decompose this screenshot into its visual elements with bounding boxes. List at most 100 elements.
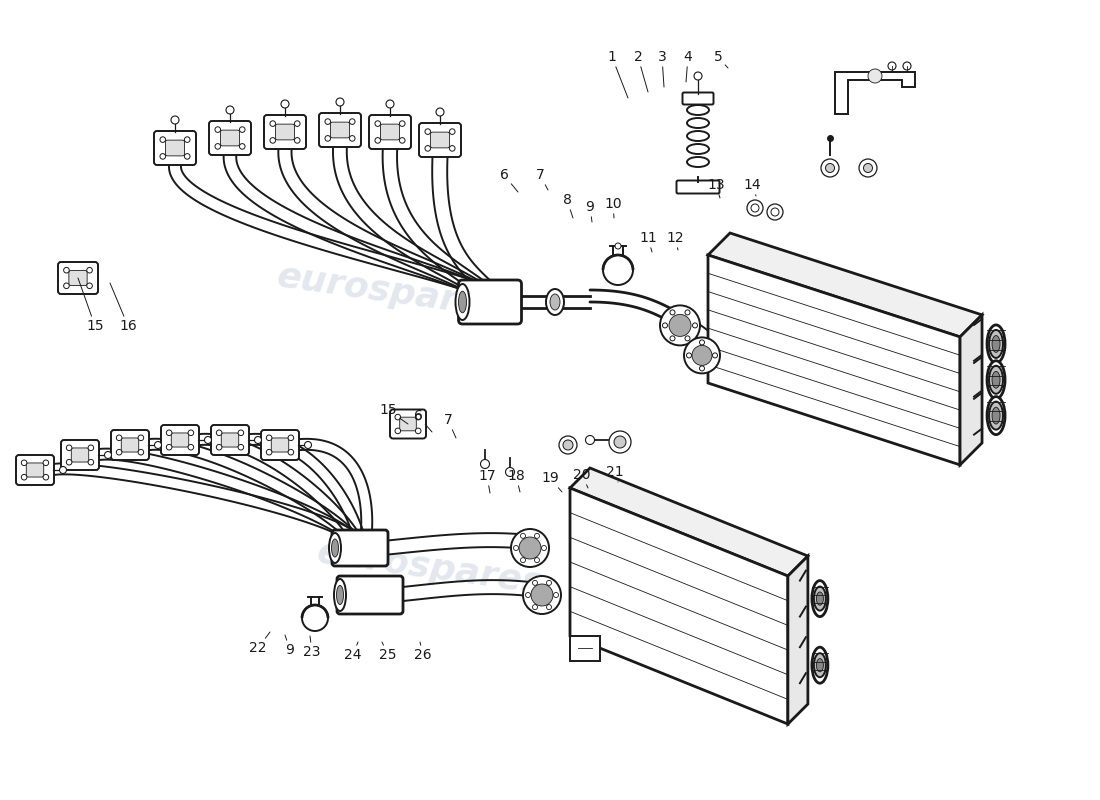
Circle shape	[205, 437, 211, 443]
Circle shape	[670, 336, 675, 341]
Text: 14: 14	[744, 178, 761, 196]
Circle shape	[747, 200, 763, 216]
FancyBboxPatch shape	[165, 140, 185, 156]
Circle shape	[59, 466, 66, 474]
Circle shape	[188, 444, 194, 450]
Polygon shape	[960, 315, 982, 465]
Circle shape	[399, 121, 405, 126]
Text: 11: 11	[639, 231, 657, 252]
Ellipse shape	[992, 407, 1000, 424]
Circle shape	[117, 450, 122, 455]
Circle shape	[450, 129, 455, 134]
Polygon shape	[708, 255, 960, 465]
Circle shape	[692, 346, 712, 366]
Ellipse shape	[992, 335, 1000, 352]
Circle shape	[547, 580, 551, 586]
FancyBboxPatch shape	[220, 130, 240, 146]
Circle shape	[217, 444, 222, 450]
Circle shape	[324, 135, 331, 141]
Ellipse shape	[455, 284, 470, 320]
Text: 9: 9	[285, 635, 295, 657]
Circle shape	[288, 450, 294, 455]
FancyBboxPatch shape	[676, 181, 719, 194]
Text: 26: 26	[415, 642, 432, 662]
Circle shape	[662, 323, 668, 328]
Circle shape	[214, 127, 221, 132]
Circle shape	[859, 159, 877, 177]
Text: 15: 15	[78, 278, 103, 333]
FancyBboxPatch shape	[264, 115, 306, 149]
FancyBboxPatch shape	[69, 270, 87, 286]
Ellipse shape	[331, 539, 339, 557]
Circle shape	[64, 283, 69, 289]
Circle shape	[238, 444, 244, 450]
FancyBboxPatch shape	[332, 530, 388, 566]
Circle shape	[506, 467, 515, 477]
Circle shape	[685, 336, 690, 341]
Circle shape	[686, 353, 692, 358]
Circle shape	[266, 435, 272, 441]
Circle shape	[160, 154, 166, 159]
Circle shape	[226, 106, 234, 114]
Circle shape	[535, 558, 539, 562]
Circle shape	[609, 431, 631, 453]
Text: 15: 15	[379, 403, 408, 424]
Text: 18: 18	[507, 469, 525, 492]
Text: 5: 5	[714, 50, 728, 68]
Text: 10: 10	[604, 197, 622, 218]
Text: 16: 16	[110, 283, 136, 333]
Ellipse shape	[989, 402, 1003, 430]
Text: 7: 7	[443, 413, 456, 438]
Circle shape	[43, 474, 48, 480]
FancyBboxPatch shape	[368, 115, 411, 149]
Circle shape	[386, 100, 394, 108]
Circle shape	[154, 442, 162, 449]
Circle shape	[693, 323, 697, 328]
Ellipse shape	[816, 592, 824, 605]
Circle shape	[553, 593, 559, 598]
Text: eurospares: eurospares	[274, 259, 506, 325]
Circle shape	[395, 428, 400, 434]
Circle shape	[350, 119, 355, 124]
Ellipse shape	[987, 361, 1005, 398]
Circle shape	[425, 129, 430, 134]
Ellipse shape	[812, 581, 828, 617]
Circle shape	[254, 437, 262, 443]
FancyBboxPatch shape	[161, 425, 199, 455]
Circle shape	[270, 121, 276, 126]
Ellipse shape	[987, 325, 1005, 363]
Text: 12: 12	[667, 231, 684, 250]
Circle shape	[64, 267, 69, 273]
Text: 19: 19	[541, 471, 562, 492]
Text: 21: 21	[606, 465, 624, 482]
Circle shape	[700, 366, 704, 371]
Ellipse shape	[550, 294, 560, 310]
Ellipse shape	[814, 586, 826, 610]
Text: 1: 1	[607, 50, 628, 98]
Circle shape	[825, 163, 835, 173]
FancyBboxPatch shape	[337, 576, 403, 614]
Text: 20: 20	[573, 468, 591, 488]
Circle shape	[305, 442, 311, 449]
Ellipse shape	[814, 653, 826, 677]
Text: 24: 24	[344, 642, 362, 662]
Circle shape	[375, 138, 381, 143]
Circle shape	[559, 436, 578, 454]
FancyBboxPatch shape	[60, 440, 99, 470]
Circle shape	[669, 314, 691, 336]
Circle shape	[185, 154, 190, 159]
Polygon shape	[570, 468, 807, 576]
Circle shape	[87, 267, 92, 273]
Circle shape	[868, 69, 882, 83]
Ellipse shape	[992, 371, 1000, 388]
FancyBboxPatch shape	[26, 463, 44, 477]
Circle shape	[66, 459, 72, 465]
Text: 2: 2	[634, 50, 648, 92]
Circle shape	[185, 137, 190, 142]
FancyBboxPatch shape	[16, 455, 54, 485]
Circle shape	[425, 146, 430, 151]
Text: 8: 8	[562, 193, 573, 218]
Circle shape	[436, 108, 444, 116]
Ellipse shape	[989, 330, 1003, 358]
Circle shape	[21, 474, 26, 480]
